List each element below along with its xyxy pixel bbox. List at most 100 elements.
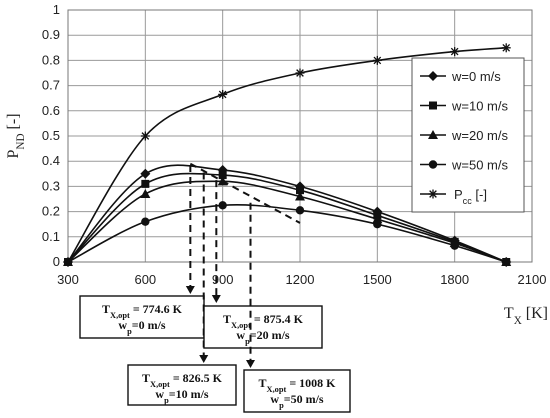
circle-marker xyxy=(502,257,511,267)
x-tick-label: 600 xyxy=(134,272,156,287)
legend: w=0 m/s w=10 m/s w=20 m/s w=50 m/s Pcc [-] xyxy=(411,57,525,213)
x-tick-label: 1200 xyxy=(286,272,315,287)
data-point xyxy=(63,257,73,267)
legend-label: w=50 m/s xyxy=(451,158,508,173)
plot-frame xyxy=(67,9,533,263)
legend-marker xyxy=(428,160,438,169)
data-point xyxy=(140,168,151,179)
annotation-t-opt: TX,opt = 1008 K xyxy=(259,376,337,394)
data-point xyxy=(295,191,305,201)
annotation-wind-speed: wp=0 m/s xyxy=(118,318,166,336)
y-tick-label: 0.6 xyxy=(42,103,60,118)
diamond-marker xyxy=(140,168,151,179)
triangle-marker xyxy=(428,130,438,139)
circle-marker xyxy=(218,201,227,210)
data-point xyxy=(501,43,511,53)
y-tick-label: 0.9 xyxy=(42,27,60,42)
axes: 0 0.1 0.2 0.3 0.4 0.5 0.6 0.7 0.8 0.9 1 300 600 900 12… xyxy=(5,2,548,327)
y-axis-title: PND [-] xyxy=(5,113,27,158)
y-tick-label: 0.7 xyxy=(42,78,60,93)
arrow-head-w0 xyxy=(185,286,195,294)
data-point xyxy=(372,55,382,65)
annotation-box-w10 xyxy=(127,364,237,406)
circle-marker xyxy=(373,220,382,229)
x-tick-label: 300 xyxy=(57,272,79,287)
legend-marker xyxy=(428,189,438,199)
annotation-wind-speed: wp=50 m/s xyxy=(270,392,324,410)
series-markers xyxy=(63,43,512,267)
annotation-wind-speed: wp=10 m/s xyxy=(155,387,209,405)
annotation-t-opt: TX,opt = 875.4 K xyxy=(223,312,304,330)
x-tick-label: 1800 xyxy=(440,272,469,287)
legend-marker xyxy=(428,71,438,81)
data-point xyxy=(295,206,305,215)
legend-label: w=10 m/s xyxy=(451,99,508,114)
star-stroke xyxy=(450,47,459,56)
star-stroke xyxy=(218,90,227,99)
arrow-head-w10 xyxy=(199,355,209,363)
series-line-circle xyxy=(67,204,507,263)
data-point xyxy=(217,176,228,186)
triangle-marker xyxy=(140,188,151,198)
arrow-head-w50 xyxy=(246,360,256,368)
data-point xyxy=(218,171,227,180)
x-axis-title: TX [K] xyxy=(504,305,548,327)
data-point xyxy=(295,68,305,78)
diamond-marker xyxy=(428,71,438,81)
legend-label: w=0 m/s xyxy=(451,69,501,84)
star-stroke xyxy=(502,43,511,52)
x-tick-label: 1500 xyxy=(363,272,392,287)
circle-marker xyxy=(295,206,305,215)
star-stroke xyxy=(141,132,150,140)
y-tick-label: 0.8 xyxy=(42,52,60,67)
data-point xyxy=(140,188,151,198)
y-tick-label: 0 xyxy=(53,254,60,269)
triangle-marker xyxy=(295,191,305,201)
series-line-star xyxy=(67,47,507,263)
annotation-box-w0 xyxy=(79,295,205,339)
circle-marker xyxy=(141,217,150,226)
data-point xyxy=(218,89,228,99)
annotation-box-w50 xyxy=(243,369,351,413)
legend-marker xyxy=(429,101,437,110)
data-point xyxy=(296,186,304,195)
legend-label: w=20 m/s xyxy=(451,128,508,143)
data-point xyxy=(141,179,150,188)
data-point xyxy=(373,220,382,229)
y-tick-label: 0.4 xyxy=(42,153,60,168)
arrow-head-w20 xyxy=(211,295,221,303)
annotation-t-opt: TX,opt = 774.6 K xyxy=(102,302,183,320)
star-stroke xyxy=(64,258,72,266)
y-tick-label: 1 xyxy=(53,2,60,17)
circle-marker xyxy=(428,160,438,169)
data-point xyxy=(450,47,460,57)
square-marker xyxy=(429,101,437,110)
legend-marker xyxy=(428,130,438,139)
annotation-wind-speed: wp=20 m/s xyxy=(236,328,290,346)
annotations: TX,opt = 774.6 Kwp=0 m/s TX,opt = 826.5 K… xyxy=(79,164,351,413)
y-tick-label: 0.5 xyxy=(42,128,60,143)
y-tick-label: 0.2 xyxy=(42,204,60,219)
square-marker xyxy=(218,171,227,180)
optimum-trend-line xyxy=(189,162,301,224)
legend-label: Pcc [-] xyxy=(454,187,487,206)
star-stroke xyxy=(296,69,304,77)
star-stroke xyxy=(373,56,382,65)
triangle-marker xyxy=(217,176,228,186)
y-tick-label: 0.3 xyxy=(42,178,60,193)
circle-marker xyxy=(450,241,459,250)
star-stroke xyxy=(429,190,437,198)
x-tick-label: 900 xyxy=(212,272,234,287)
data-point xyxy=(218,201,227,210)
square-marker xyxy=(296,186,304,195)
x-tick-label: 2100 xyxy=(518,272,547,287)
annotation-box-w20 xyxy=(203,305,323,349)
data-point xyxy=(450,241,459,250)
square-marker xyxy=(141,179,150,188)
data-point xyxy=(140,131,150,141)
annotation-t-opt: TX,opt = 826.5 K xyxy=(142,371,223,389)
y-tick-label: 0.1 xyxy=(42,229,60,244)
data-point xyxy=(141,217,150,226)
data-point xyxy=(502,257,511,267)
